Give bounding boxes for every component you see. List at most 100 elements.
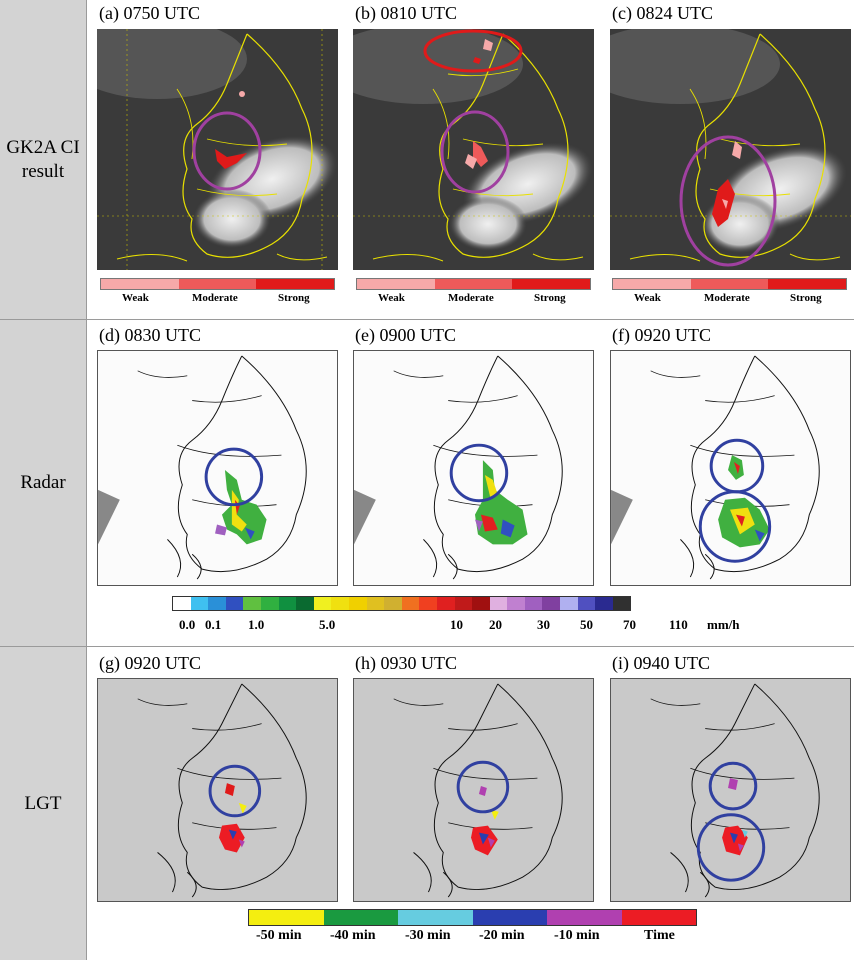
radar-map-f (610, 350, 851, 586)
lgt-label-1: -40 min (330, 928, 376, 943)
ci-label-strong-b: Strong (534, 292, 566, 304)
radar-map-d (97, 350, 338, 586)
ci-swatch-moderate (690, 279, 769, 289)
row-label-gk2a-line1: GK2A CI (6, 136, 80, 158)
radar-swatch-24 (595, 597, 613, 610)
radar-swatch-8 (313, 597, 332, 610)
radar-swatch-15 (436, 597, 455, 610)
radar-swatch-10 (348, 597, 367, 610)
panel-label-a: (a) 0750 UTC (99, 3, 200, 23)
panel-label-h: (h) 0930 UTC (355, 653, 457, 673)
ci-label-moderate-b: Moderate (448, 292, 494, 304)
radar-tick-1: 0.1 (205, 617, 222, 632)
radar-swatch-4 (243, 597, 261, 610)
panel-label-e: (e) 0900 UTC (355, 325, 456, 345)
ci-label-weak-a: Weak (122, 292, 149, 304)
lightning-map-h (353, 678, 594, 902)
lightning-map-g (97, 678, 338, 902)
satellite-map-c (610, 29, 851, 270)
radar-swatch-20 (524, 597, 543, 610)
row-label-radar: Radar (0, 320, 86, 646)
row-label-radar-text: Radar (20, 472, 66, 494)
radar-swatch-11 (366, 597, 385, 610)
ci-label-strong-a: Strong (278, 292, 310, 304)
lgt-swatch-1 (323, 910, 398, 925)
ci-swatch-strong (512, 279, 591, 289)
radar-unit: mm/h (707, 617, 740, 632)
lgt-swatch-3 (472, 910, 547, 925)
radar-tick-6: 30 (537, 617, 550, 632)
radar-swatch-2 (208, 597, 226, 610)
radar-tick-0: 0.0 (179, 617, 196, 632)
radar-tick-5: 20 (489, 617, 502, 632)
lgt-label-4: -10 min (554, 928, 600, 943)
panel-label-b: (b) 0810 UTC (355, 3, 457, 23)
satellite-map-a (97, 29, 338, 270)
radar-swatch-19 (507, 597, 525, 610)
radar-swatch-21 (542, 597, 561, 610)
radar-swatch-5 (260, 597, 279, 610)
radar-swatch-12 (384, 597, 402, 610)
lgt-label-2: -30 min (405, 928, 451, 943)
lightning-map-i (610, 678, 851, 902)
panel-label-c: (c) 0824 UTC (612, 3, 713, 23)
radar-tick-4: 10 (450, 617, 463, 632)
radar-swatch-7 (296, 597, 314, 610)
radar-swatch-25 (612, 597, 631, 610)
ci-label-weak-b: Weak (378, 292, 405, 304)
lgt-label-0: -50 min (256, 928, 302, 943)
ci-label-moderate-a: Moderate (192, 292, 238, 304)
radar-swatch-13 (401, 597, 420, 610)
radar-swatch-14 (419, 597, 437, 610)
ci-label-moderate-c: Moderate (704, 292, 750, 304)
radar-swatch-18 (489, 597, 508, 610)
radar-tick-2: 1.0 (248, 617, 265, 632)
panel-label-d: (d) 0830 UTC (99, 325, 201, 345)
radar-swatch-16 (454, 597, 473, 610)
lgt-swatch-0 (249, 910, 324, 925)
panel-label-g: (g) 0920 UTC (99, 653, 201, 673)
ci-colorbar-c (612, 278, 847, 290)
radar-tick-8: 70 (623, 617, 636, 632)
ci-swatch-weak (101, 279, 179, 289)
panel-label-f: (f) 0920 UTC (612, 325, 711, 345)
lgt-label-5: Time (644, 928, 675, 943)
ci-label-strong-c: Strong (790, 292, 822, 304)
ci-colorbar-b (356, 278, 591, 290)
radar-tick-9: 110 (669, 617, 688, 632)
ci-swatch-weak (357, 279, 435, 289)
radar-swatch-0 (173, 597, 191, 610)
lightning-colorbar (248, 909, 697, 926)
radar-colorbar (172, 596, 632, 611)
satellite-map-b (353, 29, 594, 270)
lgt-swatch-2 (398, 910, 473, 925)
row-label-lgt: LGT (0, 647, 86, 960)
radar-tick-7: 50 (580, 617, 593, 632)
ci-colorbar-a (100, 278, 335, 290)
lgt-label-3: -20 min (479, 928, 525, 943)
row-label-gk2a-line2: result (21, 160, 65, 182)
radar-map-e (353, 350, 594, 586)
ci-swatch-weak (613, 279, 691, 289)
radar-swatch-3 (225, 597, 244, 610)
radar-swatch-6 (278, 597, 297, 610)
radar-swatch-22 (560, 597, 578, 610)
radar-swatch-23 (577, 597, 596, 610)
radar-swatch-1 (190, 597, 209, 610)
lgt-swatch-4 (547, 910, 622, 925)
radar-swatch-17 (472, 597, 490, 610)
ci-swatch-moderate (434, 279, 513, 289)
ci-swatch-moderate (178, 279, 257, 289)
ci-swatch-strong (768, 279, 847, 289)
divider-vertical (86, 0, 87, 960)
row-label-gk2a: GK2A CI result (0, 0, 86, 319)
radar-tick-3: 5.0 (319, 617, 336, 632)
divider-row-2 (0, 646, 854, 647)
row-label-lgt-text: LGT (24, 792, 62, 814)
divider-row-1 (0, 319, 854, 320)
radar-swatch-9 (331, 597, 349, 610)
panel-label-i: (i) 0940 UTC (612, 653, 710, 673)
ci-swatch-strong (256, 279, 335, 289)
ci-label-weak-c: Weak (634, 292, 661, 304)
lgt-swatch-5 (621, 910, 696, 925)
